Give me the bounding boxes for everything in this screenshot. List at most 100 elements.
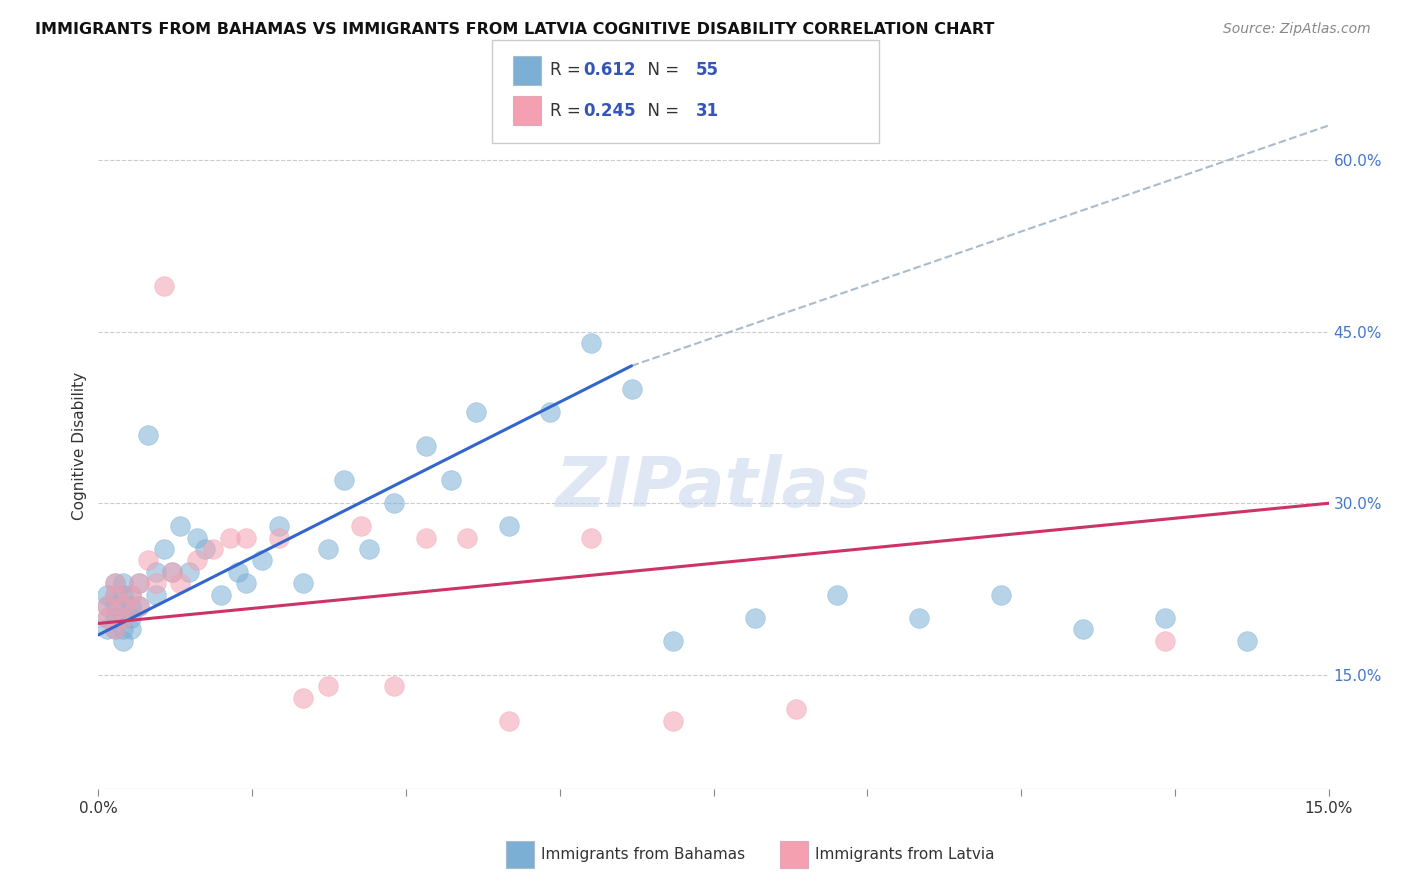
Point	[136, 427, 159, 442]
Point	[661, 714, 683, 728]
Point	[235, 531, 257, 545]
Point	[96, 610, 118, 624]
Point	[661, 633, 683, 648]
Point	[104, 576, 127, 591]
Point	[464, 405, 486, 419]
Point	[382, 496, 405, 510]
Point	[267, 519, 290, 533]
Point	[316, 541, 339, 557]
Text: ZIPatlas: ZIPatlas	[555, 454, 872, 521]
Point	[96, 610, 118, 624]
Point	[579, 531, 602, 545]
Point	[112, 599, 135, 614]
Point	[153, 541, 176, 557]
Point	[292, 690, 315, 705]
Point	[104, 610, 127, 624]
Text: 31: 31	[696, 102, 718, 120]
Point	[112, 610, 135, 624]
Text: IMMIGRANTS FROM BAHAMAS VS IMMIGRANTS FROM LATVIA COGNITIVE DISABILITY CORRELATI: IMMIGRANTS FROM BAHAMAS VS IMMIGRANTS FR…	[35, 22, 994, 37]
Point	[211, 588, 233, 602]
Point	[120, 622, 142, 636]
Point	[120, 588, 142, 602]
Point	[104, 599, 127, 614]
Point	[104, 576, 127, 591]
Point	[825, 588, 848, 602]
Text: N =: N =	[637, 102, 685, 120]
Point	[162, 565, 184, 579]
Point	[620, 382, 643, 396]
Point	[498, 519, 520, 533]
Point	[1236, 633, 1258, 648]
Text: R =: R =	[550, 62, 586, 79]
Point	[162, 565, 184, 579]
Point	[415, 439, 437, 453]
Point	[252, 553, 274, 567]
Point	[128, 576, 150, 591]
Point	[96, 622, 118, 636]
Text: 55: 55	[696, 62, 718, 79]
Point	[744, 610, 766, 624]
Point	[350, 519, 373, 533]
Point	[457, 531, 479, 545]
Text: Immigrants from Bahamas: Immigrants from Bahamas	[541, 847, 745, 862]
Point	[112, 588, 135, 602]
Point	[112, 576, 135, 591]
Text: N =: N =	[637, 62, 685, 79]
Point	[579, 336, 602, 351]
Point	[218, 531, 240, 545]
Point	[145, 565, 167, 579]
Point	[202, 541, 225, 557]
Point	[1153, 633, 1175, 648]
Point	[104, 588, 127, 602]
Point	[316, 680, 339, 694]
Point	[177, 565, 200, 579]
Point	[120, 588, 142, 602]
Point	[112, 633, 135, 648]
Point	[153, 278, 176, 293]
Text: Immigrants from Latvia: Immigrants from Latvia	[815, 847, 995, 862]
Point	[186, 531, 208, 545]
Point	[120, 599, 142, 614]
Point	[267, 531, 290, 545]
Point	[145, 588, 167, 602]
Point	[104, 622, 127, 636]
Point	[194, 541, 217, 557]
Point	[136, 553, 159, 567]
Point	[359, 541, 381, 557]
Point	[333, 473, 356, 487]
Point	[382, 680, 405, 694]
Point	[498, 714, 520, 728]
Point	[186, 553, 208, 567]
Point	[538, 405, 561, 419]
Point	[112, 622, 135, 636]
Point	[235, 576, 257, 591]
Point	[169, 519, 191, 533]
Point	[292, 576, 315, 591]
Point	[1153, 610, 1175, 624]
Text: 0.612: 0.612	[583, 62, 636, 79]
Point	[96, 599, 118, 614]
Point	[96, 599, 118, 614]
Point	[96, 588, 118, 602]
Point	[785, 702, 807, 716]
Y-axis label: Cognitive Disability: Cognitive Disability	[72, 372, 87, 520]
Point	[112, 610, 135, 624]
Text: 0.245: 0.245	[583, 102, 636, 120]
Point	[990, 588, 1012, 602]
Point	[128, 599, 150, 614]
Point	[104, 622, 127, 636]
Point	[907, 610, 929, 624]
Point	[145, 576, 167, 591]
Point	[169, 576, 191, 591]
Point	[128, 599, 150, 614]
Point	[415, 531, 437, 545]
Point	[1071, 622, 1094, 636]
Point	[112, 599, 135, 614]
Point	[128, 576, 150, 591]
Point	[440, 473, 463, 487]
Point	[104, 588, 127, 602]
Text: Source: ZipAtlas.com: Source: ZipAtlas.com	[1223, 22, 1371, 37]
Point	[226, 565, 249, 579]
Point	[120, 610, 142, 624]
Text: R =: R =	[550, 102, 586, 120]
